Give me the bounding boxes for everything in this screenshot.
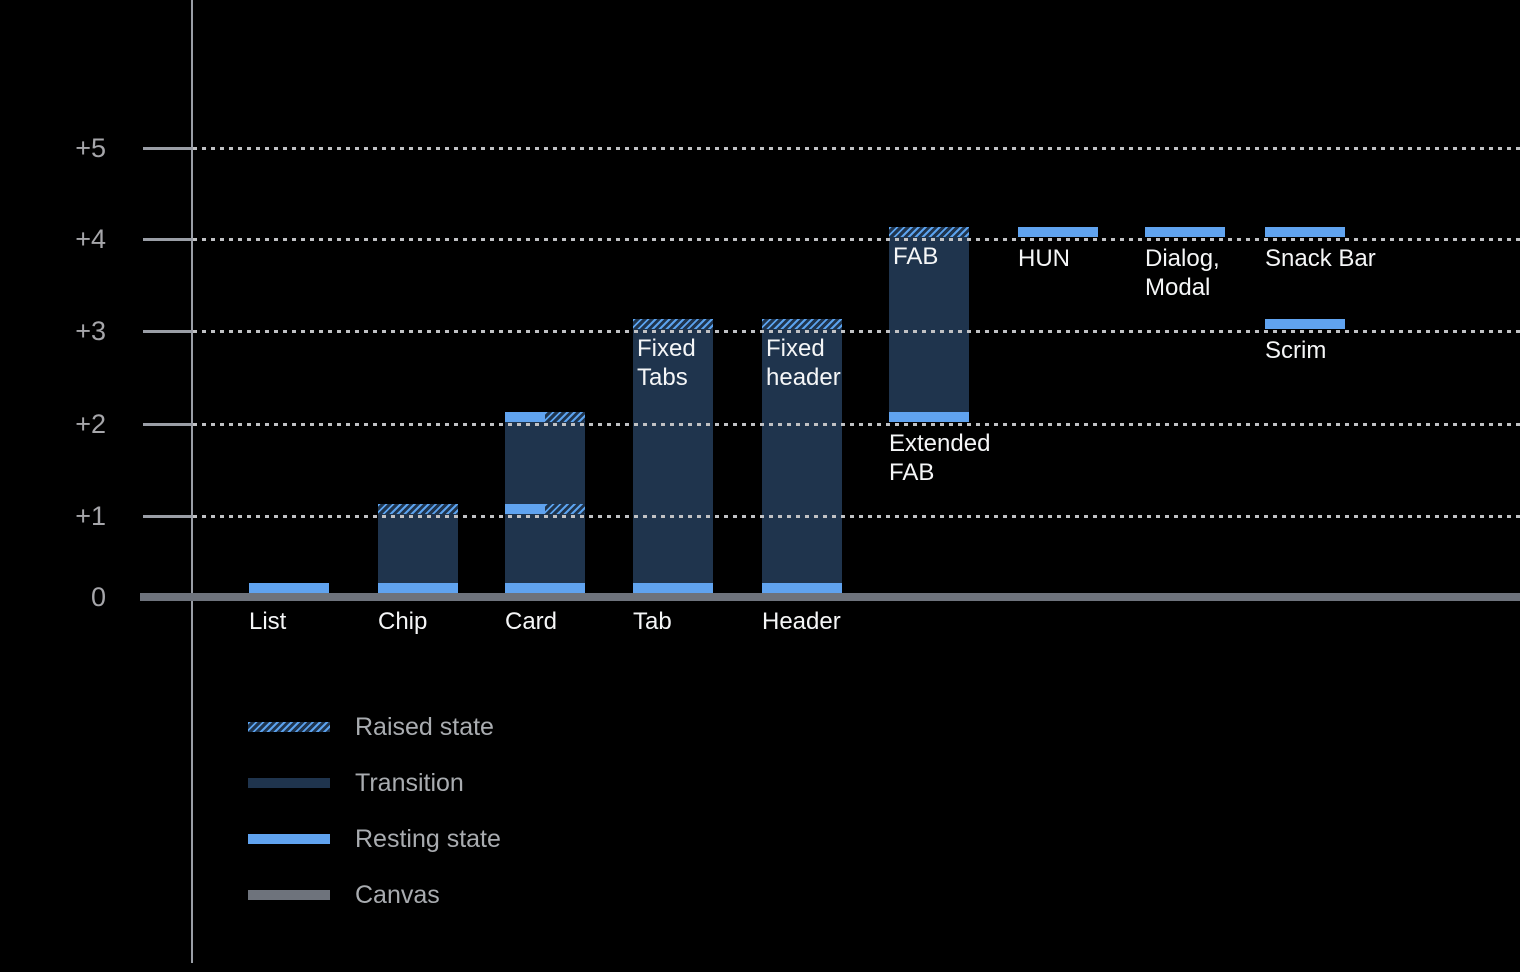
tick-3 [143, 330, 193, 333]
legend-item-transition: Transition [248, 769, 464, 797]
tick-1 [143, 515, 193, 518]
bar-below-label-hun: HUN [1018, 245, 1070, 272]
ytick-label-2: +2 [75, 409, 106, 439]
bar-label-tab: Tab [633, 608, 672, 635]
ytick-label-1: +1 [75, 501, 106, 531]
bar-label-header: Header [762, 608, 841, 635]
band-raised-half [545, 504, 585, 514]
legend-label-raised-state: Raised state [355, 712, 494, 741]
ytick-label-3: +3 [75, 316, 106, 346]
band-resting-snack-bar [1265, 227, 1345, 237]
band-resting-scrim [1265, 319, 1345, 329]
bar-body-chip [378, 504, 458, 593]
legend-label-resting-state: Resting state [355, 824, 501, 853]
band-resting-card [505, 583, 585, 593]
bar-inside-label-tab: Fixed Tabs [637, 335, 696, 391]
legend-swatch-raised-state [248, 722, 330, 732]
band-resting-header [762, 583, 842, 593]
band-resting-tab [633, 583, 713, 593]
ytick-label-0: 0 [90, 582, 106, 612]
band-resting-half [505, 504, 545, 514]
gridline-4 [193, 238, 1520, 241]
band-resting-fab [889, 412, 969, 422]
bar-body-header [762, 319, 842, 593]
band-split-card [505, 412, 585, 422]
bar-body-tab [633, 319, 713, 593]
bar-inside-label-fab: FAB [893, 243, 939, 270]
band-resting-chip [378, 583, 458, 593]
y-axis-line [191, 0, 193, 963]
bar-below-label-snack-bar: Snack Bar [1265, 245, 1376, 272]
gridline-5 [193, 147, 1520, 150]
bar-below-label-fab: Extended FAB [889, 430, 991, 486]
legend-label-transition: Transition [355, 768, 464, 797]
band-raised-chip [378, 504, 458, 514]
legend-item-canvas: Canvas [248, 881, 440, 909]
tick-5 [143, 147, 193, 150]
band-raised-header [762, 319, 842, 329]
ytick-label-4: +4 [75, 224, 106, 254]
band-resting-half [505, 412, 545, 422]
tick-2 [143, 423, 193, 426]
band-raised-tab [633, 319, 713, 329]
gridline-2 [193, 423, 1520, 426]
gridline-3 [193, 330, 1520, 333]
ytick-label-5: +5 [75, 133, 106, 163]
band-raised-half [545, 412, 585, 422]
bar-label-chip: Chip [378, 608, 428, 635]
legend-swatch-transition [248, 778, 330, 788]
tick-4 [143, 238, 193, 241]
bar-below-label-dialog-modal: Dialog, Modal [1145, 245, 1220, 301]
legend-label-canvas: Canvas [355, 880, 440, 909]
bar-label-list: List [249, 608, 287, 635]
bar-body-fab [889, 227, 969, 422]
legend-swatch-resting-state [248, 834, 330, 844]
gridline-1 [193, 515, 1520, 518]
baseline-canvas [140, 593, 1520, 601]
bar-label-card: Card [505, 608, 558, 635]
band-split-card [505, 504, 585, 514]
legend-item-raised-state: Raised state [248, 713, 494, 741]
bar-below-label-scrim: Scrim [1265, 337, 1327, 364]
legend-swatch-canvas [248, 890, 330, 900]
legend-item-resting-state: Resting state [248, 825, 501, 853]
band-resting-list [249, 583, 329, 593]
band-resting-hun [1018, 227, 1098, 237]
bar-body-card [505, 412, 585, 593]
band-resting-dialog-modal [1145, 227, 1225, 237]
bar-inside-label-header: Fixed header [766, 335, 841, 391]
band-raised-fab [889, 227, 969, 237]
